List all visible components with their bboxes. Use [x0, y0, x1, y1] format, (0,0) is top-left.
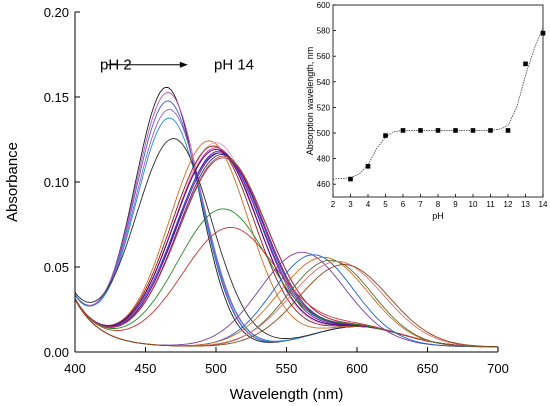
y-axis-title: Absorbance: [4, 142, 21, 222]
inset-x-tick-label: 7: [418, 200, 423, 209]
inset-fit-curve: [332, 27, 544, 180]
inset-y-tick-label: 580: [317, 27, 331, 36]
inset-x-tick-label: 4: [366, 200, 371, 209]
annotation-arrow-head: [179, 61, 188, 68]
inset-wavelength-vs-ph-plot: 2 3 4 5 6 7 8 9 10 11 12 13 14 460 480 500 520 540 560 580 6…: [299, 0, 550, 229]
main-absorbance-plot: 400 450 500 550 600 650 700 0.00 0.05 0.10 0.15 0.2…: [4, 5, 509, 403]
inset-y-tick-label: 520: [317, 103, 331, 112]
spectrum-line: [74, 226, 499, 348]
inset-data-point: [453, 128, 458, 133]
inset-y-axis-title: Absorption wavelength, nm: [305, 47, 315, 156]
spectra-series: [74, 86, 499, 348]
inset-x-tick-label: 13: [521, 200, 530, 209]
inset-y-tick-label: 480: [317, 155, 331, 164]
inset-data-point: [418, 128, 423, 133]
inset-background: [299, 0, 550, 229]
inset-x-tick-label: 2: [331, 200, 336, 209]
x-tick-label: 500: [205, 361, 227, 376]
inset-x-tick-label: 14: [539, 200, 548, 209]
inset-data-point: [435, 128, 441, 133]
inset-y-tick-label: 540: [317, 78, 331, 87]
inset-x-tick-label: 11: [486, 200, 495, 209]
spectrum-line: [74, 264, 499, 348]
inset-data-point: [348, 176, 353, 182]
inset-y-tick-label: 460: [317, 180, 331, 189]
x-tick-label: 450: [135, 361, 157, 376]
y-tick-label: 0.20: [44, 5, 69, 20]
annotation-end-label: pH 14: [214, 57, 254, 74]
inset-y-tick-label: 500: [317, 129, 331, 138]
y-tick-label: 0.10: [44, 175, 69, 190]
x-tick-label: 600: [346, 361, 368, 376]
spectrum-line: [74, 208, 499, 348]
x-tick-label: 700: [487, 361, 509, 376]
y-tick-label: 0.15: [44, 90, 69, 105]
inset-x-tick-label: 3: [348, 200, 353, 209]
inset-data-point: [523, 61, 528, 67]
inset-x-tick-label: 10: [469, 200, 478, 209]
inset-data-point: [470, 128, 476, 133]
x-axis-title: Wavelength (nm): [230, 386, 344, 403]
inset-x-tick-label: 12: [504, 200, 513, 209]
inset-y-tick-label: 600: [317, 1, 331, 10]
x-tick-label: 400: [64, 361, 86, 376]
inset-data-point: [383, 133, 388, 138]
inset-data-point: [505, 128, 511, 133]
inset-data-point: [488, 128, 493, 133]
inset-x-tick-label: 8: [436, 200, 441, 209]
y-tick-label: 0.05: [44, 260, 69, 275]
x-tick-label: 550: [276, 361, 298, 376]
inset-x-tick-label: 6: [401, 200, 406, 209]
y-tick-label: 0.00: [44, 345, 69, 360]
inset-data-point: [540, 30, 546, 36]
inset-x-axis-title: pH: [432, 211, 444, 221]
inset-data-point: [365, 163, 371, 169]
x-tick-label: 650: [417, 361, 439, 376]
inset-x-tick-label: 9: [453, 200, 458, 209]
inset-data-point: [400, 128, 406, 133]
inset-y-tick-label: 560: [317, 52, 331, 61]
inset-x-tick-label: 5: [383, 200, 388, 209]
